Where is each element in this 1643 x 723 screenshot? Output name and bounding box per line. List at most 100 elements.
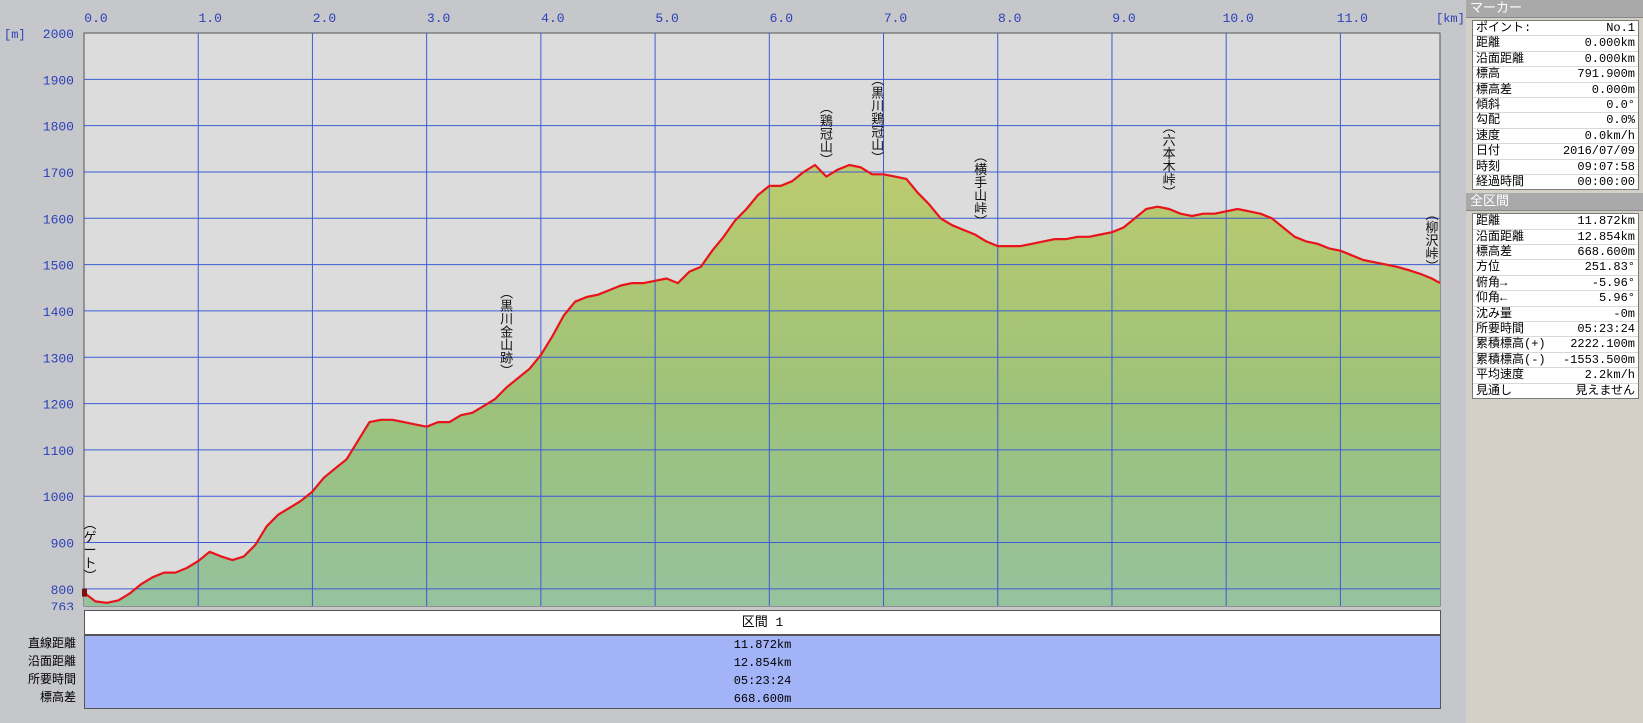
y-tick-label: 1800	[43, 120, 74, 135]
section-panel-row: 標高差 668.600m	[1473, 245, 1638, 261]
section-info-table: 距離 11.872km 沿面距離 12.854km 標高差 668.600m 方位 251.8…	[1472, 213, 1639, 399]
x-tick-label: 3.0	[427, 11, 450, 26]
x-tick-label: 10.0	[1223, 11, 1254, 26]
peak-label: ︵	[820, 102, 833, 117]
x-tick-label: 8.0	[998, 11, 1021, 26]
section-panel-row-value: -1553.500m	[1562, 352, 1635, 367]
peak-label: 冠	[871, 125, 884, 140]
marker-panel-row: 傾斜 0.0°	[1473, 97, 1638, 114]
marker-panel-row-value: 0.000m	[1591, 82, 1635, 97]
elevation-line	[83, 163, 1441, 604]
section-value: 11.872km	[733, 638, 792, 652]
peak-label: 峠	[974, 202, 987, 217]
section-panel-row-label: 距離	[1476, 214, 1501, 229]
section-value: 05:23:24	[733, 674, 792, 688]
section-panel-row-label: 俯角→	[1476, 275, 1508, 290]
section-panel-row-value: 2222.100m	[1570, 337, 1635, 352]
section-panel-row-label: 見通し	[1476, 383, 1513, 398]
peak-label: 本	[1163, 147, 1176, 162]
section-panel-row-label: 平均速度	[1476, 368, 1525, 383]
marker-panel-row-value: 0.000km	[1584, 36, 1635, 51]
peak-label: 木	[1163, 160, 1176, 175]
section-panel-row: 見通し 見えません	[1473, 384, 1638, 398]
x-tick-label: 2.0	[313, 11, 336, 26]
peak-label: 金	[500, 324, 513, 340]
y-tick-label: 1900	[43, 73, 74, 88]
peak-label: 黒	[871, 86, 884, 101]
peak-label: 峠	[1163, 173, 1176, 188]
marker-panel-row: 沿面距離 0.000km	[1473, 52, 1638, 68]
peak-label: ゲ	[83, 531, 96, 546]
marker-panel-title: マーカー	[1466, 0, 1643, 18]
section-panel-row-label: 累積標高(-)	[1476, 352, 1546, 367]
y-tick-label: 900	[51, 537, 74, 552]
peak-label: ︶	[871, 151, 884, 166]
section-value: 12.854km	[733, 656, 792, 670]
marker-panel-row: 勾配 0.0%	[1473, 113, 1638, 129]
peak-label: 跡	[500, 350, 513, 366]
section-panel-row-value: 668.600m	[1577, 245, 1635, 260]
marker-panel-row-label: 標高差	[1476, 82, 1513, 97]
peak-label: ︶	[1163, 186, 1176, 201]
marker-panel-row: 標高 791.900m	[1473, 67, 1638, 83]
section-panel-row-label: 所要時間	[1476, 322, 1525, 337]
marker-panel-row: 時刻 09:07:58	[1473, 160, 1638, 175]
peak-label: 山	[871, 138, 884, 153]
marker-panel-row-value: 0.0%	[1606, 113, 1635, 128]
marker-panel-row-value: 0.0°	[1606, 97, 1635, 112]
section-panel-row: 距離 11.872km	[1473, 214, 1638, 230]
section-panel-row-label: 沈み量	[1476, 306, 1513, 321]
section-panel-row-value: 5.96°	[1598, 291, 1635, 306]
peak-label: 沢	[1425, 234, 1438, 249]
section-panel-row-label: 沿面距離	[1476, 229, 1525, 244]
peak-label: 柳	[1425, 221, 1438, 236]
section-label: 直線距離	[27, 637, 76, 651]
peak-label: 鶏	[871, 112, 884, 127]
peak-label: ー	[83, 544, 96, 559]
marker-info-table: ポイント: No.1 距離 0.000km 沿面距離 0.000km 標高 791.900m 標…	[1472, 20, 1639, 191]
y-tick-label: 800	[51, 583, 74, 598]
x-tick-label: 11.0	[1337, 11, 1368, 26]
marker-panel-row-label: 傾斜	[1476, 97, 1501, 112]
marker-panel-row: 日付 2016/07/09	[1473, 144, 1638, 160]
peak-label: ︵	[974, 150, 987, 165]
y-tick-label: 1400	[43, 305, 74, 320]
marker-panel-row-label: 距離	[1476, 36, 1501, 51]
marker-panel-row-label: 経過時間	[1476, 174, 1525, 189]
peak-label: 冠	[820, 128, 833, 143]
section-panel-row-value: 見えません	[1575, 383, 1635, 398]
section-panel-row-value: -5.96°	[1591, 275, 1635, 290]
info-panel: マーカー ポイント: No.1 距離 0.000km 沿面距離 0.000km 標高 791.…	[1466, 0, 1643, 723]
peak-label: ト	[83, 557, 96, 572]
section-panel-row: 平均速度 2.2km/h	[1473, 368, 1638, 384]
peak-label: ︵	[1425, 208, 1438, 223]
peak-label: ︶	[1425, 260, 1438, 275]
marker-panel-row-label: 標高	[1476, 67, 1501, 82]
peak-label: 手	[974, 176, 987, 191]
section-panel-row-value: 11.872km	[1577, 214, 1635, 229]
section-panel-row: 俯角→ -5.96°	[1473, 275, 1638, 292]
marker-panel-row-value: 2016/07/09	[1562, 144, 1635, 159]
marker-panel-row: 標高差 0.000m	[1473, 83, 1638, 98]
section-panel-row-value: 2.2km/h	[1584, 368, 1635, 383]
peak-label: 六	[1163, 134, 1176, 149]
peak-label: 黒	[500, 299, 513, 314]
marker-panel-row-value: No.1	[1606, 21, 1635, 35]
marker-panel-row-label: 勾配	[1476, 113, 1501, 128]
peak-label: 川	[500, 312, 513, 327]
y-tick-label: 1700	[43, 166, 74, 181]
section-value: 668.600m	[733, 692, 792, 706]
y-tick-label: 1000	[43, 490, 74, 505]
x-tick-label: 4.0	[541, 11, 564, 26]
y-tick-label: 1500	[43, 259, 74, 274]
section-panel-row-value: 251.83°	[1584, 260, 1635, 275]
peak-label: ︵	[1163, 121, 1176, 136]
section-header[interactable]: 区間 1	[84, 610, 1441, 635]
peak-label: 鶏	[820, 115, 833, 130]
elevation-profile-chart[interactable]: 0.0 1.0 2.0 3.0 4.0 5.0 6.0 7.0 8.0 9.0 10.0 11.0 20…	[0, 0, 1466, 610]
marker-panel-row-label: 日付	[1476, 144, 1501, 159]
peak-label: 川	[871, 99, 884, 114]
section-panel-row-value: 12.854km	[1577, 229, 1635, 244]
section-panel-row-label: 仰角←	[1476, 291, 1508, 306]
y-tick-label: 1200	[43, 398, 74, 413]
